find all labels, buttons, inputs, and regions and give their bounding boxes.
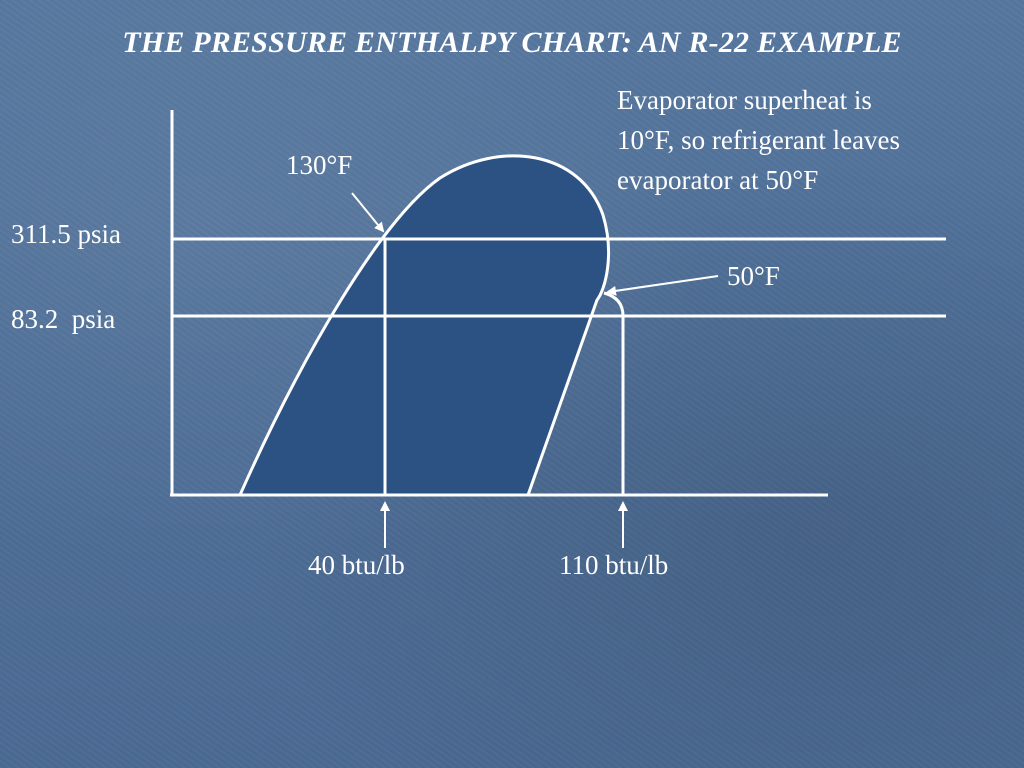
arrow-130f — [351, 192, 385, 233]
temp-130f-label: 130°F — [286, 150, 353, 180]
superheat-note: Evaporator superheat is 10°F, so refrige… — [617, 80, 1017, 200]
arrow-50f — [606, 275, 719, 296]
pressure-high-label: 311.5 psia — [11, 219, 121, 249]
superheat-note-line-2: 10°F, so refrigerant leaves — [617, 125, 901, 155]
enthalpy-110-label: 110 btu/lb — [559, 550, 669, 580]
slide-title: THE PRESSURE ENTHALPY CHART: AN R-22 EXA… — [122, 26, 902, 59]
pressure-low-label: 83.2 psia — [11, 304, 116, 334]
temp-50f-label: 50°F — [727, 261, 780, 291]
superheat-note-line-3: evaporator at 50°F — [617, 165, 819, 195]
superheat-path — [603, 291, 625, 495]
superheat-note-line-1: Evaporator superheat is — [617, 85, 872, 115]
saturation-dome — [238, 154, 611, 497]
enthalpy-40-label: 40 btu/lb — [308, 550, 405, 580]
